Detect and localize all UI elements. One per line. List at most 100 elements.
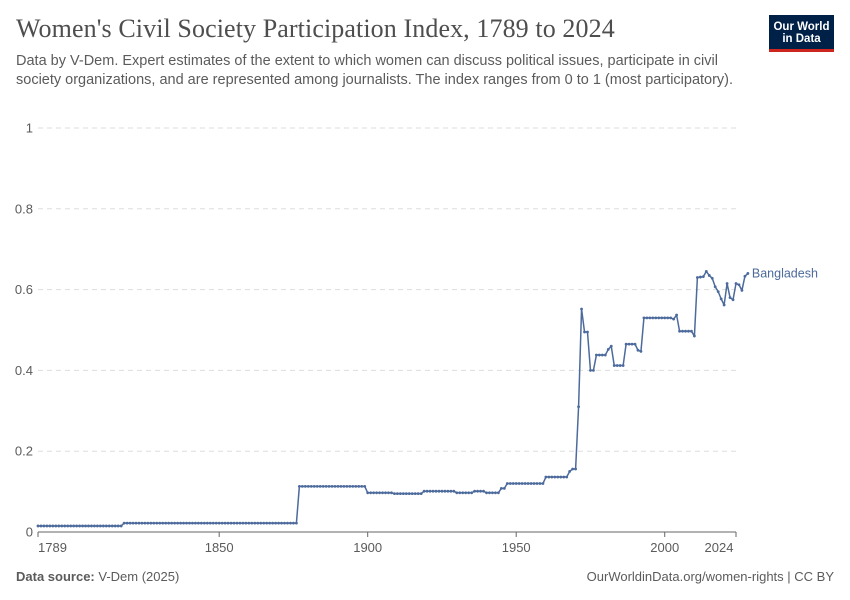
data-point[interactable] <box>164 521 168 525</box>
data-point[interactable] <box>538 482 542 485</box>
data-point[interactable] <box>615 364 619 367</box>
data-point[interactable] <box>176 521 180 525</box>
data-point[interactable] <box>600 353 604 357</box>
data-point[interactable] <box>511 482 515 485</box>
data-point[interactable] <box>603 353 607 357</box>
data-point[interactable] <box>568 470 572 473</box>
data-point[interactable] <box>687 329 690 333</box>
data-point[interactable] <box>461 491 465 495</box>
data-point[interactable] <box>395 492 399 496</box>
data-point[interactable] <box>544 475 548 479</box>
data-point[interactable] <box>131 521 135 525</box>
data-point[interactable] <box>69 524 73 528</box>
data-point[interactable] <box>580 307 583 311</box>
data-point[interactable] <box>499 486 503 490</box>
data-point[interactable] <box>657 316 661 320</box>
data-point[interactable] <box>482 489 485 493</box>
data-point[interactable] <box>517 482 521 485</box>
data-point[interactable] <box>731 298 735 302</box>
data-point[interactable] <box>256 521 260 525</box>
data-point[interactable] <box>452 489 456 493</box>
data-point[interactable] <box>520 482 524 485</box>
data-point[interactable] <box>247 521 251 525</box>
data-point[interactable] <box>523 482 527 485</box>
data-point[interactable] <box>663 316 667 320</box>
data-point[interactable] <box>698 275 702 279</box>
data-point[interactable] <box>226 521 230 525</box>
data-point[interactable] <box>194 521 197 525</box>
data-point[interactable] <box>149 521 153 525</box>
data-point[interactable] <box>333 484 337 488</box>
data-point[interactable] <box>363 484 367 488</box>
data-point[interactable] <box>229 521 233 525</box>
data-point[interactable] <box>707 274 711 277</box>
data-point[interactable] <box>440 489 444 493</box>
data-point[interactable] <box>675 313 678 317</box>
data-point[interactable] <box>232 521 236 525</box>
data-point[interactable] <box>342 484 346 488</box>
data-point[interactable] <box>271 521 275 525</box>
data-point[interactable] <box>143 521 147 525</box>
data-point[interactable] <box>372 491 376 495</box>
data-point[interactable] <box>48 524 52 528</box>
data-point[interactable] <box>98 524 102 528</box>
data-point[interactable] <box>716 290 720 294</box>
data-point[interactable] <box>286 521 289 525</box>
data-point[interactable] <box>586 330 589 334</box>
data-point[interactable] <box>571 467 575 471</box>
data-point[interactable] <box>642 316 646 320</box>
data-point[interactable] <box>54 524 58 528</box>
data-point[interactable] <box>119 524 123 528</box>
data-point[interactable] <box>211 521 215 525</box>
data-point[interactable] <box>366 491 370 495</box>
data-point[interactable] <box>704 270 708 273</box>
data-point[interactable] <box>624 342 628 346</box>
data-point[interactable] <box>360 484 364 488</box>
data-point[interactable] <box>695 276 699 279</box>
data-point[interactable] <box>220 521 224 525</box>
data-point[interactable] <box>39 524 43 528</box>
data-point[interactable] <box>508 482 512 485</box>
data-point[interactable] <box>413 492 417 496</box>
data-point[interactable] <box>666 316 670 320</box>
data-point[interactable] <box>283 521 286 525</box>
data-point[interactable] <box>401 492 405 496</box>
data-point[interactable] <box>651 316 655 320</box>
data-point[interactable] <box>393 492 396 496</box>
data-point[interactable] <box>565 475 569 479</box>
data-point[interactable] <box>725 282 729 285</box>
data-point[interactable] <box>292 521 295 525</box>
data-point[interactable] <box>202 521 206 525</box>
data-point[interactable] <box>300 484 304 488</box>
data-point[interactable] <box>63 524 67 528</box>
data-point[interactable] <box>161 521 165 525</box>
data-point[interactable] <box>562 475 566 479</box>
data-point[interactable] <box>158 521 162 525</box>
data-point[interactable] <box>387 491 390 495</box>
data-point[interactable] <box>416 492 420 496</box>
data-point[interactable] <box>633 342 637 346</box>
data-point[interactable] <box>464 491 468 495</box>
data-point[interactable] <box>589 369 592 372</box>
data-point[interactable] <box>336 484 340 488</box>
data-point[interactable] <box>479 489 482 493</box>
data-point[interactable] <box>746 272 750 275</box>
data-point[interactable] <box>446 489 450 493</box>
data-point[interactable] <box>547 475 551 479</box>
data-point[interactable] <box>357 484 361 488</box>
data-point[interactable] <box>381 491 384 495</box>
data-point[interactable] <box>443 489 447 493</box>
data-point[interactable] <box>354 484 358 488</box>
data-point[interactable] <box>345 484 349 488</box>
data-point[interactable] <box>179 521 182 525</box>
data-point[interactable] <box>627 342 631 346</box>
data-point[interactable] <box>574 467 578 471</box>
data-point[interactable] <box>693 334 696 338</box>
data-point[interactable] <box>505 482 509 485</box>
data-point[interactable] <box>348 484 352 488</box>
data-point[interactable] <box>419 492 423 496</box>
data-source-value[interactable]: V-Dem (2025) <box>98 569 180 584</box>
data-point[interactable] <box>473 489 477 493</box>
data-point[interactable] <box>265 521 269 525</box>
data-point[interactable] <box>502 486 506 490</box>
